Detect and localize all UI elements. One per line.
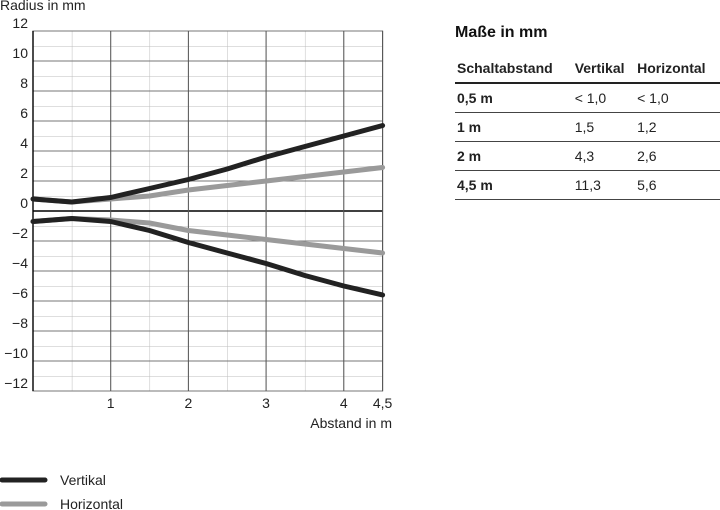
table-row: 0,5 m < 1,0 < 1,0: [455, 83, 720, 113]
y-tick-label: −6: [12, 285, 28, 301]
table-cell: 2 m: [455, 141, 573, 171]
x-tick-label: 3: [262, 395, 270, 411]
y-tick-label: 4: [20, 135, 28, 151]
table-row: 4,5 m 11,3 5,6: [455, 170, 720, 200]
y-tick-label: 12: [12, 15, 28, 31]
table-cell: 4,3: [572, 141, 636, 171]
y-tick-label: −10: [4, 345, 28, 361]
x-tick-label: 4: [340, 395, 348, 411]
table-cell: < 1,0: [635, 83, 720, 113]
y-tick-label: 8: [20, 75, 28, 91]
y-tick-label: −8: [12, 315, 28, 331]
y-tick-label: 6: [20, 105, 28, 121]
table-cell: 11,3: [572, 170, 636, 200]
y-tick-label: −12: [4, 375, 28, 391]
table-row: 1 m 1,5 1,2: [455, 112, 720, 142]
y-tick-label: −4: [12, 255, 28, 271]
x-axis-title: Abstand in m: [310, 415, 392, 431]
table-cell: 1 m: [455, 112, 573, 142]
table-cell: 2,6: [635, 141, 720, 171]
table-cell: 5,6: [635, 170, 720, 200]
table-cell: < 1,0: [572, 83, 636, 113]
table-cell: 1,5: [572, 112, 636, 142]
y-axis-title: Radius in mm: [0, 0, 86, 13]
table-cell: 4,5 m: [455, 170, 573, 200]
table-cell: 1,2: [635, 112, 720, 142]
table-header-cell: Horizontal: [635, 54, 720, 84]
table-row: 2 m 4,3 2,6: [455, 141, 720, 171]
table-header-cell: Vertikal: [572, 54, 636, 84]
y-tick-label: 10: [12, 45, 28, 61]
series-line-upper: [30, 123, 386, 205]
x-tick-label: 2: [184, 395, 192, 411]
series-line-lower: [30, 216, 386, 298]
y-tick-label: 0: [20, 195, 28, 211]
y-tick-label: −2: [12, 225, 28, 241]
x-tick-label: 1: [107, 395, 115, 411]
legend-label: Horizontal: [60, 496, 123, 510]
table-title: Maße in mm: [455, 24, 548, 41]
table: Schaltabstand Vertikal Horizontal 0,5 m < 1,…: [455, 54, 720, 200]
y-tick-label: 2: [20, 165, 28, 181]
table-block: Maße in mm Schaltabstand Vertikal Horizont…: [455, 20, 720, 200]
table-header-cell: Schaltabstand: [455, 54, 573, 84]
table-cell: 0,5 m: [455, 83, 573, 113]
legend-label: Vertikal: [60, 472, 106, 488]
x-tick-label: 4,5: [373, 395, 393, 411]
